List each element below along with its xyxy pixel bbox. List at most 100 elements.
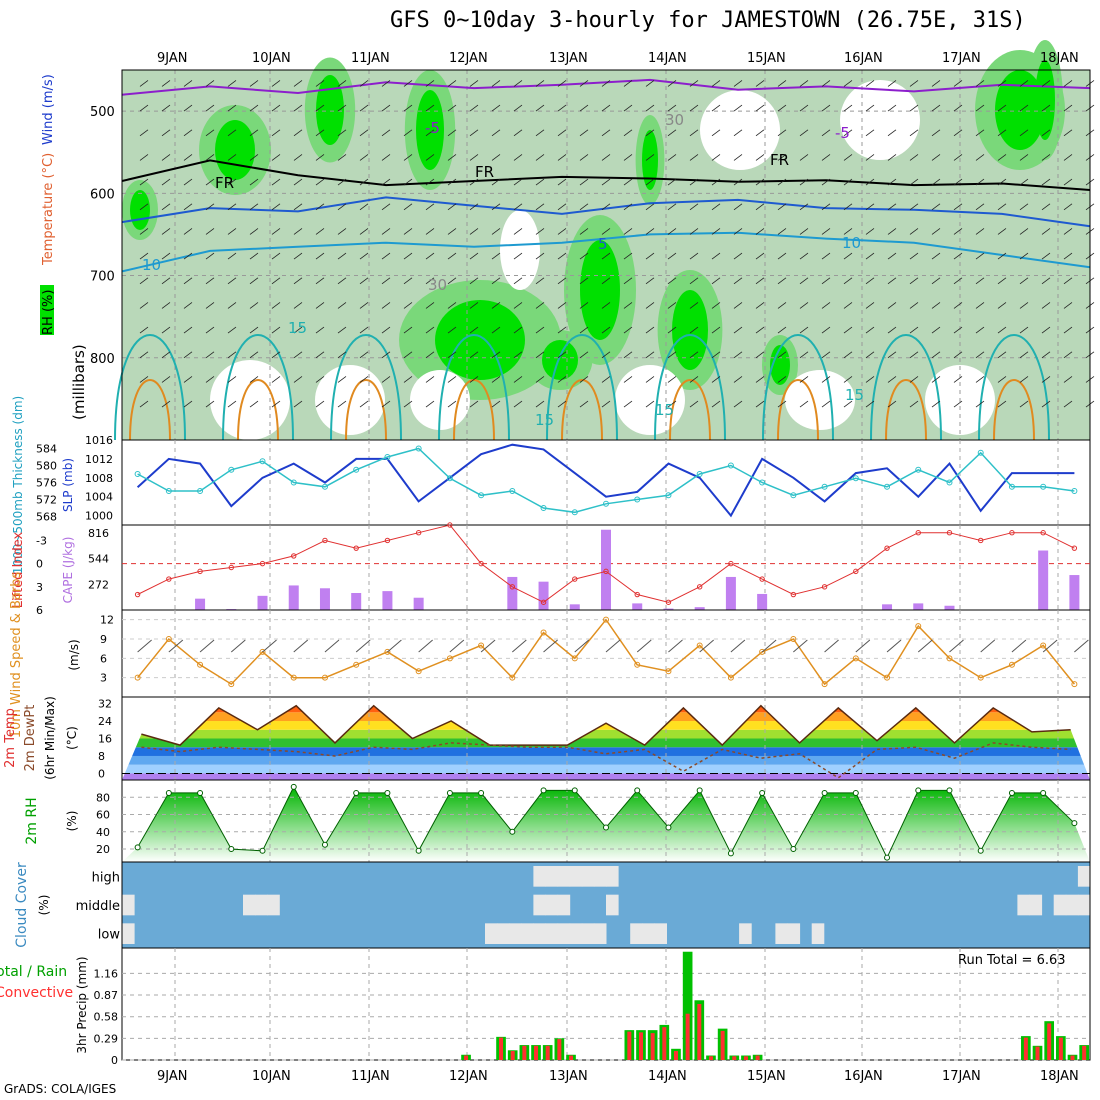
slp-tick-label: 1016 [85, 434, 113, 447]
temp-tick-label: 0 [98, 767, 105, 780]
wind-barb [821, 302, 831, 309]
wind-barb [249, 400, 259, 408]
wind-barb [689, 252, 699, 260]
slp-tick-label: 1000 [85, 510, 113, 523]
cloud-cell [569, 923, 583, 944]
wind-barb [381, 400, 391, 408]
wind-barb [601, 326, 611, 334]
contour-label: 30 [665, 111, 684, 129]
wind-barb [557, 228, 567, 235]
wind-barb [403, 104, 413, 112]
wind-barb [843, 400, 853, 408]
wind-barb [271, 154, 281, 161]
isotherm-15 [222, 334, 294, 441]
rh2m-point [603, 824, 609, 831]
wind-barb [513, 80, 523, 87]
wind-barb [755, 178, 765, 186]
x-tick-label: 14JAN [648, 51, 687, 66]
slp-tick-label: 1004 [85, 491, 113, 504]
precip-convective-bar [1070, 1055, 1075, 1060]
wind-barb [799, 228, 809, 235]
wind-barb [315, 302, 325, 309]
wind-barb [975, 129, 985, 137]
wind-barb [579, 203, 589, 211]
wind-speed-point [603, 616, 609, 623]
wind-barb [711, 129, 721, 137]
wind-barb [425, 228, 435, 235]
wind-barb [623, 326, 633, 334]
isotherm-15 [654, 334, 726, 441]
wind-barb [1063, 400, 1073, 408]
wind-barb [997, 178, 1007, 186]
wind-barb [865, 400, 875, 408]
lifted-index-point [353, 545, 359, 551]
lifted-index-point [946, 530, 953, 536]
lifted-index-point [978, 537, 984, 544]
cape-label: CAPE (J/kg) [61, 537, 75, 604]
wind-barb [1019, 203, 1029, 211]
wind-barb [557, 351, 567, 359]
wind-barb [733, 80, 743, 87]
wind-barb [205, 154, 215, 161]
wind-barb [799, 252, 809, 260]
wind-barb [667, 376, 677, 383]
wind-barb [931, 277, 941, 285]
wind-barb [645, 178, 655, 186]
thickness-point [634, 496, 641, 503]
wind-barb [997, 302, 1007, 309]
wind-barb [953, 203, 963, 211]
isotherm-plus10 [121, 231, 1091, 273]
wind-barb [271, 326, 281, 334]
wind-speed-line [137, 618, 1075, 686]
wind-barb [997, 228, 1007, 235]
wind-barb [271, 129, 281, 137]
wind-barb [205, 326, 215, 334]
contour-label: -5 [425, 119, 440, 137]
wind-barb [865, 252, 875, 260]
wind-tick-label: 9 [100, 633, 107, 646]
cape-bar [913, 603, 924, 610]
wind-barb [469, 376, 479, 383]
wind-barb [293, 154, 303, 161]
wind-barb [315, 252, 325, 260]
wind-barb [324, 639, 340, 653]
wind-barb [733, 376, 743, 383]
thickness-tick-label: 572 [36, 494, 57, 507]
wind-barb [337, 129, 347, 137]
wind-barb [601, 228, 611, 235]
wind-barb [513, 400, 523, 408]
precip-convective-bar [1023, 1037, 1028, 1060]
wind-barb [183, 178, 193, 186]
wind-unit-label: (m/s) [67, 639, 81, 670]
wind-speed-point [1008, 661, 1015, 668]
wind-barb [449, 639, 465, 653]
wind-speed-point [321, 674, 328, 681]
wind-barb [1041, 154, 1051, 161]
wind-barb [887, 154, 897, 161]
contour-label: 15 [288, 319, 307, 337]
wind-barb [293, 376, 303, 383]
wind-barb [1011, 639, 1027, 653]
wind-barb [601, 129, 611, 137]
precip-convective-bar [673, 1051, 678, 1060]
wind-barb [183, 129, 193, 137]
wind-barb [909, 277, 919, 285]
rh2m-point [852, 789, 859, 796]
rh2m-point [165, 789, 172, 796]
wind-barb [205, 178, 215, 186]
wind-barb [997, 400, 1007, 408]
wind-barb [975, 376, 985, 383]
wind-barb [359, 326, 369, 334]
precip-convective-bar [1035, 1046, 1040, 1060]
wind-barb [887, 376, 897, 383]
x-tick-label: 12JAN [449, 51, 488, 66]
rh-region [542, 340, 578, 380]
wind-barb [1063, 252, 1073, 260]
wind-barb [447, 228, 457, 235]
wind-label: 10m Wind Speed & Barbs [9, 572, 24, 739]
wind-barb [535, 129, 545, 137]
cloud-cell [630, 923, 643, 944]
lifted-index-point [603, 568, 609, 575]
wind-tick-label: 12 [100, 614, 114, 627]
wind-barb [953, 104, 963, 112]
